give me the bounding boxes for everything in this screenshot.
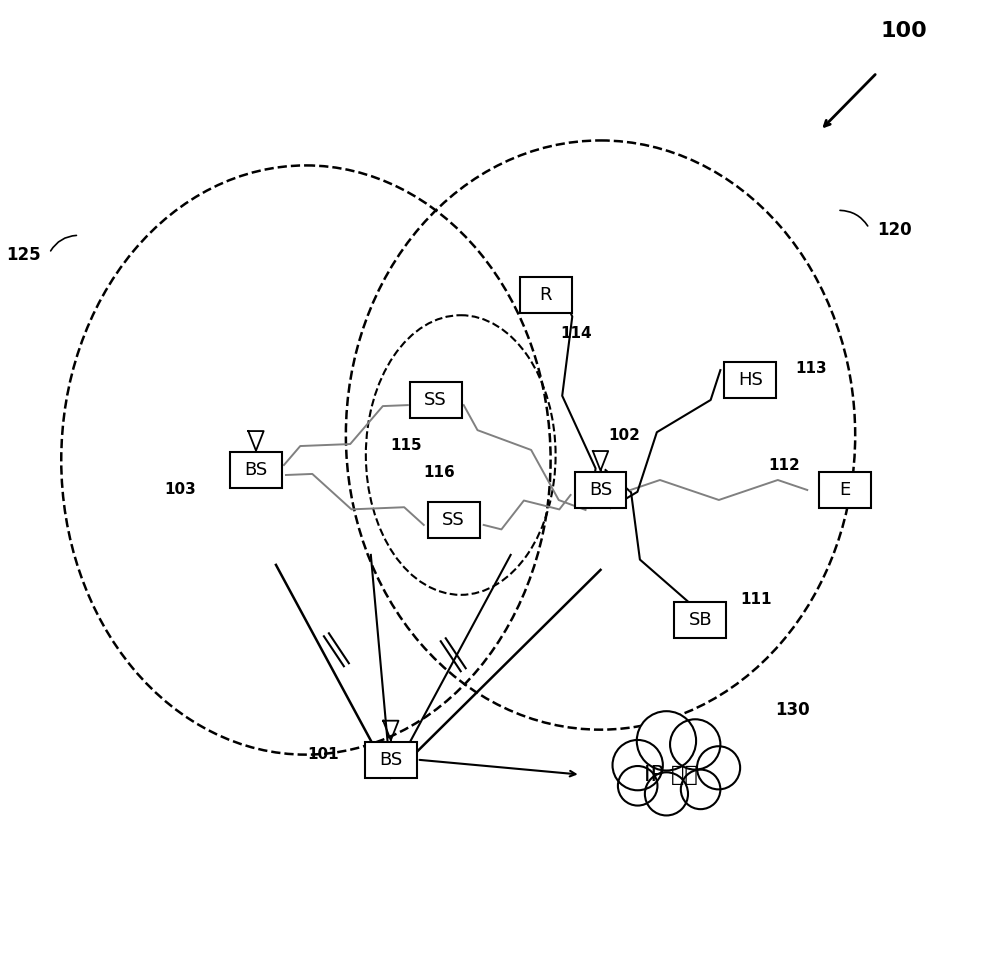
Circle shape [618,766,657,806]
Text: 113: 113 [795,360,827,376]
Text: 114: 114 [561,326,592,341]
Text: IP 网络: IP 网络 [644,764,697,785]
Circle shape [645,772,688,815]
Text: SS: SS [442,511,465,529]
Text: R: R [539,286,552,305]
Bar [674,602,726,638]
Text: 125: 125 [7,246,41,264]
Text: 130: 130 [775,700,810,718]
Text: SB: SB [689,611,712,628]
Bar [819,472,871,508]
Circle shape [681,769,720,810]
Circle shape [637,711,696,770]
Text: 103: 103 [164,483,196,497]
Text: BS: BS [589,481,612,499]
Text: 120: 120 [877,221,912,240]
Circle shape [613,740,663,790]
Bar [520,277,572,313]
Bar [428,502,480,538]
Bar [724,362,776,399]
Circle shape [697,746,740,789]
Text: HS: HS [738,371,763,389]
Text: SS: SS [424,391,447,409]
Text: 102: 102 [609,427,640,443]
Text: 111: 111 [740,592,772,607]
Text: E: E [840,481,851,499]
Text: 112: 112 [769,458,800,472]
Text: BS: BS [379,751,402,768]
Text: 116: 116 [423,465,455,480]
Bar [365,741,417,778]
Text: 100: 100 [880,20,927,40]
Text: BS: BS [244,461,268,479]
Bar [410,382,462,418]
Text: 101: 101 [307,747,339,763]
Bar [230,452,282,488]
Circle shape [670,719,720,769]
Bar [575,472,626,508]
Text: 115: 115 [390,438,422,452]
